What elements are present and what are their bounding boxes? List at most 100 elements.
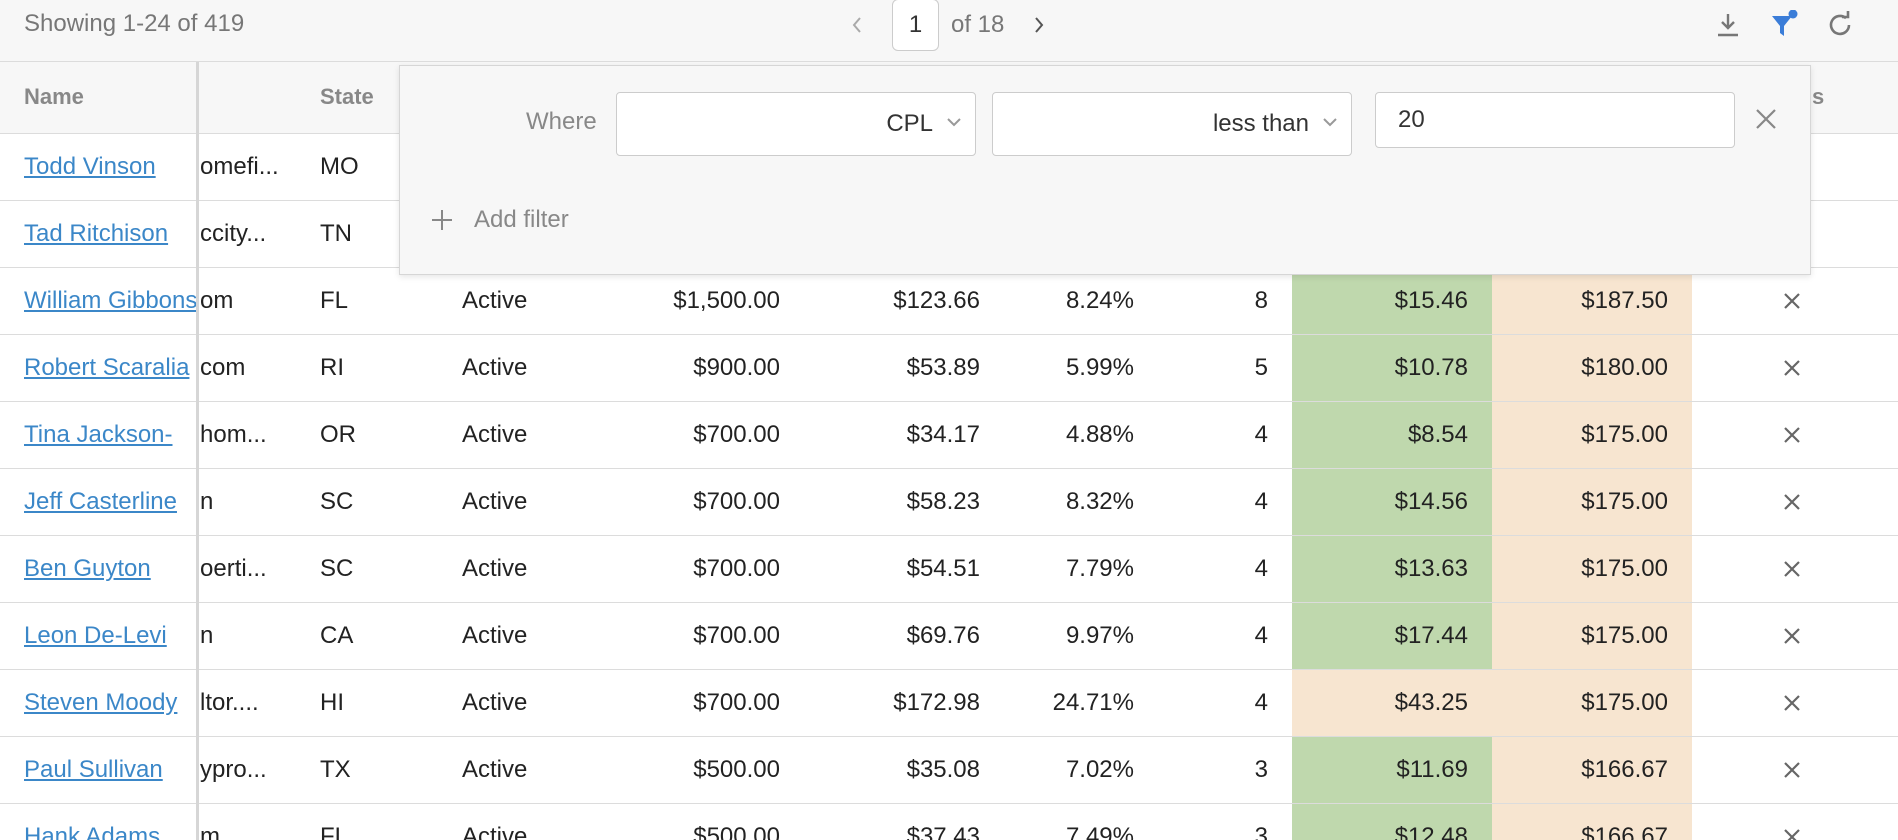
- remove-row-button[interactable]: [1752, 536, 1832, 602]
- spent-cell: $53.89: [906, 354, 980, 381]
- filter-field-value: CPL: [886, 110, 933, 137]
- filter-operator-select[interactable]: less than: [992, 92, 1352, 156]
- filter-button[interactable]: [1767, 8, 1801, 42]
- state-cell: OR: [320, 421, 356, 448]
- name-cell: Tina Jackson-: [0, 402, 198, 468]
- target-cell: $175.00: [1492, 670, 1692, 736]
- target-cell: $175.00: [1492, 536, 1692, 602]
- remove-row-button[interactable]: [1752, 804, 1832, 840]
- remove-row-button[interactable]: [1752, 335, 1832, 401]
- leads-cell: 4: [1254, 689, 1268, 716]
- email-cell: n: [200, 622, 214, 649]
- email-cell: ccity...: [200, 220, 267, 247]
- email-cell: hom...: [200, 421, 267, 448]
- contact-name-link[interactable]: Tad Ritchison: [24, 220, 169, 247]
- close-icon: [1756, 109, 1776, 129]
- close-icon: [1784, 561, 1800, 577]
- table-row: com RI Active $900.00 $53.89 5.99% 5 $10.78 $180…: [0, 335, 1898, 402]
- spent-cell: $58.23: [906, 488, 980, 515]
- target-cell: $166.67: [1492, 737, 1692, 803]
- filter-icon: [1772, 10, 1798, 36]
- contact-name-link[interactable]: Ben Guyton: [24, 555, 151, 582]
- remove-row-button[interactable]: [1752, 603, 1832, 669]
- remove-filter-button[interactable]: [1749, 102, 1783, 136]
- cpl-cell: $11.69: [1292, 737, 1492, 803]
- close-icon: [1784, 494, 1800, 510]
- remove-row-button[interactable]: [1752, 469, 1832, 535]
- next-page-button[interactable]: [1024, 10, 1054, 40]
- target-cell: $187.50: [1492, 268, 1692, 334]
- chevron-right-icon: [1035, 17, 1044, 33]
- remove-row-button[interactable]: [1752, 268, 1832, 334]
- cpl-cell: $15.46: [1292, 268, 1492, 334]
- name-cell: Jeff Casterline: [0, 469, 198, 535]
- email-cell: ltor....: [200, 689, 259, 716]
- budget-cell: $1,500.00: [673, 287, 780, 314]
- contact-name-link[interactable]: Jeff Casterline: [24, 488, 177, 515]
- budget-cell: $700.00: [693, 689, 780, 716]
- contact-name-link[interactable]: William Gibbons: [24, 287, 198, 314]
- contact-name-link[interactable]: Hank Adams: [24, 823, 161, 840]
- target-cell: $166.67: [1492, 804, 1692, 840]
- download-button[interactable]: [1711, 8, 1745, 42]
- budget-cell: $700.00: [693, 488, 780, 515]
- state-cell: CA: [320, 622, 354, 649]
- chevron-left-icon: [852, 17, 861, 33]
- remove-row-button[interactable]: [1752, 402, 1832, 468]
- leads-cell: 3: [1254, 756, 1268, 783]
- remove-row-button[interactable]: [1752, 737, 1832, 803]
- spent-cell: $54.51: [906, 555, 980, 582]
- budget-cell: $500.00: [693, 756, 780, 783]
- email-cell: m: [200, 823, 220, 840]
- state-cell: TX: [320, 756, 351, 783]
- contact-name-link[interactable]: Leon De-Levi: [24, 622, 167, 649]
- email-cell: com: [200, 354, 246, 381]
- download-icon: [1718, 14, 1738, 37]
- email-cell: oerti...: [200, 555, 267, 582]
- contact-name-link[interactable]: Todd Vinson: [24, 153, 156, 180]
- filter-value-input[interactable]: [1375, 92, 1735, 148]
- email-cell: om: [200, 287, 234, 314]
- refresh-button[interactable]: [1823, 8, 1857, 42]
- email-cell: n: [200, 488, 214, 515]
- refresh-icon: [1829, 11, 1851, 36]
- cpl-cell: $10.78: [1292, 335, 1492, 401]
- leads-cell: 8: [1254, 287, 1268, 314]
- table-row: m FL Active $500.00 $37.43 7.49% 3 $12.48 $166.6…: [0, 804, 1898, 840]
- state-cell: MO: [320, 153, 359, 180]
- contact-name-link[interactable]: Steven Moody: [24, 689, 178, 716]
- contact-name-link[interactable]: Robert Scaralia: [24, 354, 190, 381]
- contact-name-link[interactable]: Paul Sullivan: [24, 756, 163, 783]
- percent-cell: 24.71%: [1052, 689, 1134, 716]
- close-icon: [1784, 628, 1800, 644]
- contact-name-link[interactable]: Tina Jackson-: [24, 421, 173, 448]
- target-cell: $180.00: [1492, 335, 1692, 401]
- state-cell: TN: [320, 220, 352, 247]
- cpl-cell: $17.44: [1292, 603, 1492, 669]
- close-icon: [1784, 829, 1800, 840]
- column-header-state[interactable]: State: [320, 84, 374, 109]
- column-header-actions[interactable]: s: [1812, 84, 1825, 109]
- name-cell: Robert Scaralia: [0, 335, 198, 401]
- percent-cell: 7.79%: [1065, 555, 1134, 582]
- table-row: ltor.... HI Active $700.00 $172.98 24.71% 4 $43…: [0, 670, 1898, 737]
- add-filter-button[interactable]: Add filter: [430, 202, 569, 238]
- percent-cell: 8.24%: [1065, 287, 1134, 314]
- budget-cell: $700.00: [693, 421, 780, 448]
- table-row: n CA Active $700.00 $69.76 9.97% 4 $17.44 $175.0…: [0, 603, 1898, 670]
- leads-cell: 3: [1254, 823, 1268, 840]
- leads-cell: 4: [1254, 488, 1268, 515]
- percent-cell: 7.02%: [1065, 756, 1134, 783]
- filter-field-select[interactable]: CPL: [616, 92, 976, 156]
- state-cell: SC: [320, 488, 354, 515]
- page-total: of 18: [951, 11, 1005, 38]
- column-header-name[interactable]: Name: [24, 84, 84, 109]
- state-cell: FL: [320, 823, 349, 840]
- name-cell: Ben Guyton: [0, 536, 198, 602]
- table-toolbar: Showing 1-24 of 419 1 of 18: [0, 0, 1898, 62]
- cpl-cell: $12.48: [1292, 804, 1492, 840]
- prev-page-button[interactable]: [842, 10, 872, 40]
- email-cell: ypro...: [200, 756, 267, 783]
- page-number-input[interactable]: 1: [892, 0, 939, 51]
- remove-row-button[interactable]: [1752, 670, 1832, 736]
